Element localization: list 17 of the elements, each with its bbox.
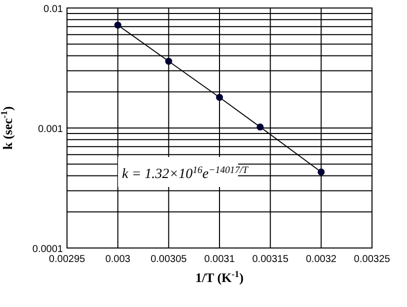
x-tick-label: 0.003 — [105, 254, 131, 265]
y-tick-label: 0.0001 — [32, 244, 64, 255]
y-tick-label: 0.01 — [44, 4, 64, 15]
x-tick-label: 0.00305 — [150, 254, 188, 265]
point — [165, 58, 172, 65]
point — [216, 94, 223, 101]
y-tick-label: 0.001 — [38, 124, 64, 135]
x-tick-label: 0.00315 — [252, 254, 289, 265]
point — [256, 123, 264, 130]
x-tick-label: 0.00325 — [354, 254, 391, 265]
point — [114, 22, 122, 29]
point — [318, 168, 325, 176]
x-tick-label: 0.00295 — [48, 254, 86, 265]
x-axis-title: 1/T (K$^{-1}$) — [195, 269, 244, 285]
annotation: k = 1.32×10$^{16}$e$^{−14017/T}$ — [122, 164, 250, 182]
x-tick-label: 0.0031 — [204, 254, 236, 265]
x-tick-label: 0.0032 — [306, 254, 337, 265]
